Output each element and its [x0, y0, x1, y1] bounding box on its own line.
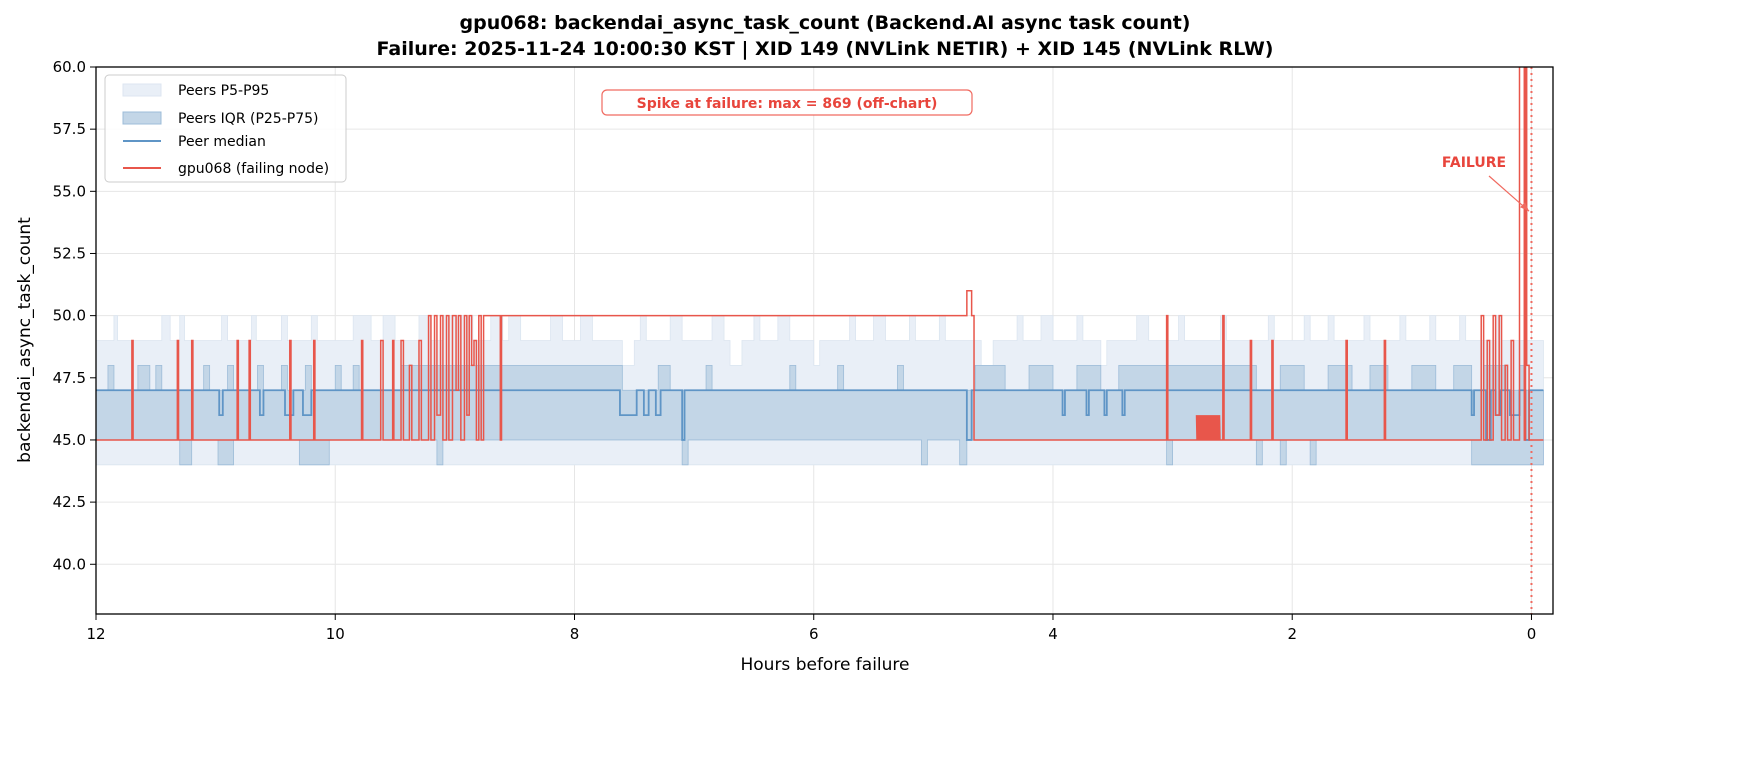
spike-annotation: Spike at failure: max = 869 (off-chart): [601, 89, 973, 116]
y-tick-label: 47.5: [53, 369, 86, 387]
legend-label-iqr: Peers IQR (P25-P75): [178, 111, 319, 127]
failure-label: FAILURE: [1442, 155, 1506, 171]
x-axis-label: Hours before failure: [740, 655, 909, 675]
y-axis-label: backendai_async_task_count: [15, 217, 35, 463]
y-tick-label: 52.5: [53, 244, 86, 262]
spike-annotation-box: [601, 89, 973, 116]
chart-title: gpu068: backendai_async_task_count (Back…: [460, 12, 1191, 34]
y-tick-label: 45.0: [53, 431, 86, 449]
legend: Peers P5-P95 Peers IQR (P25-P75) Peer me…: [104, 74, 347, 183]
legend-label-node: gpu068 (failing node): [178, 161, 329, 177]
chart-subtitle: Failure: 2025-11-24 10:00:30 KST | XID 1…: [377, 38, 1274, 60]
x-tick-label: 6: [809, 625, 819, 643]
legend-label-p5-p95: Peers P5-P95: [178, 83, 269, 99]
legend-box: [104, 74, 347, 183]
x-tick-label: 2: [1287, 625, 1297, 643]
axes-frame: [95, 66, 1554, 615]
x-tick-label: 10: [326, 625, 345, 643]
legend-swatch-p5-p95: [122, 83, 162, 97]
failure-arrowhead: [1520, 202, 1530, 212]
y-tick-label: 57.5: [53, 120, 86, 138]
peer-median-line: [96, 389, 1544, 441]
legend-swatch-iqr: [122, 111, 162, 125]
axis-ticks: 12 10 8 6 4 2 0 40.0 42.5 45.0 47.5 50.0 52.5 55.0 57.…: [53, 58, 1537, 643]
node-line: [96, 67, 1544, 441]
plot-area: [96, 67, 1544, 614]
y-tick-label: 60.0: [53, 58, 86, 76]
y-tick-label: 40.0: [53, 555, 86, 573]
x-tick-label: 0: [1527, 625, 1537, 643]
y-tick-label: 55.0: [53, 182, 86, 200]
x-tick-label: 8: [570, 625, 580, 643]
legend-label-median: Peer median: [178, 134, 266, 150]
node-oscillation: [1195, 415, 1221, 440]
y-tick-label: 50.0: [53, 307, 86, 325]
x-tick-label: 4: [1048, 625, 1058, 643]
spike-annotation-text: Spike at failure: max = 869 (off-chart): [637, 96, 938, 112]
x-tick-label: 12: [86, 625, 105, 643]
y-tick-label: 42.5: [53, 493, 86, 511]
